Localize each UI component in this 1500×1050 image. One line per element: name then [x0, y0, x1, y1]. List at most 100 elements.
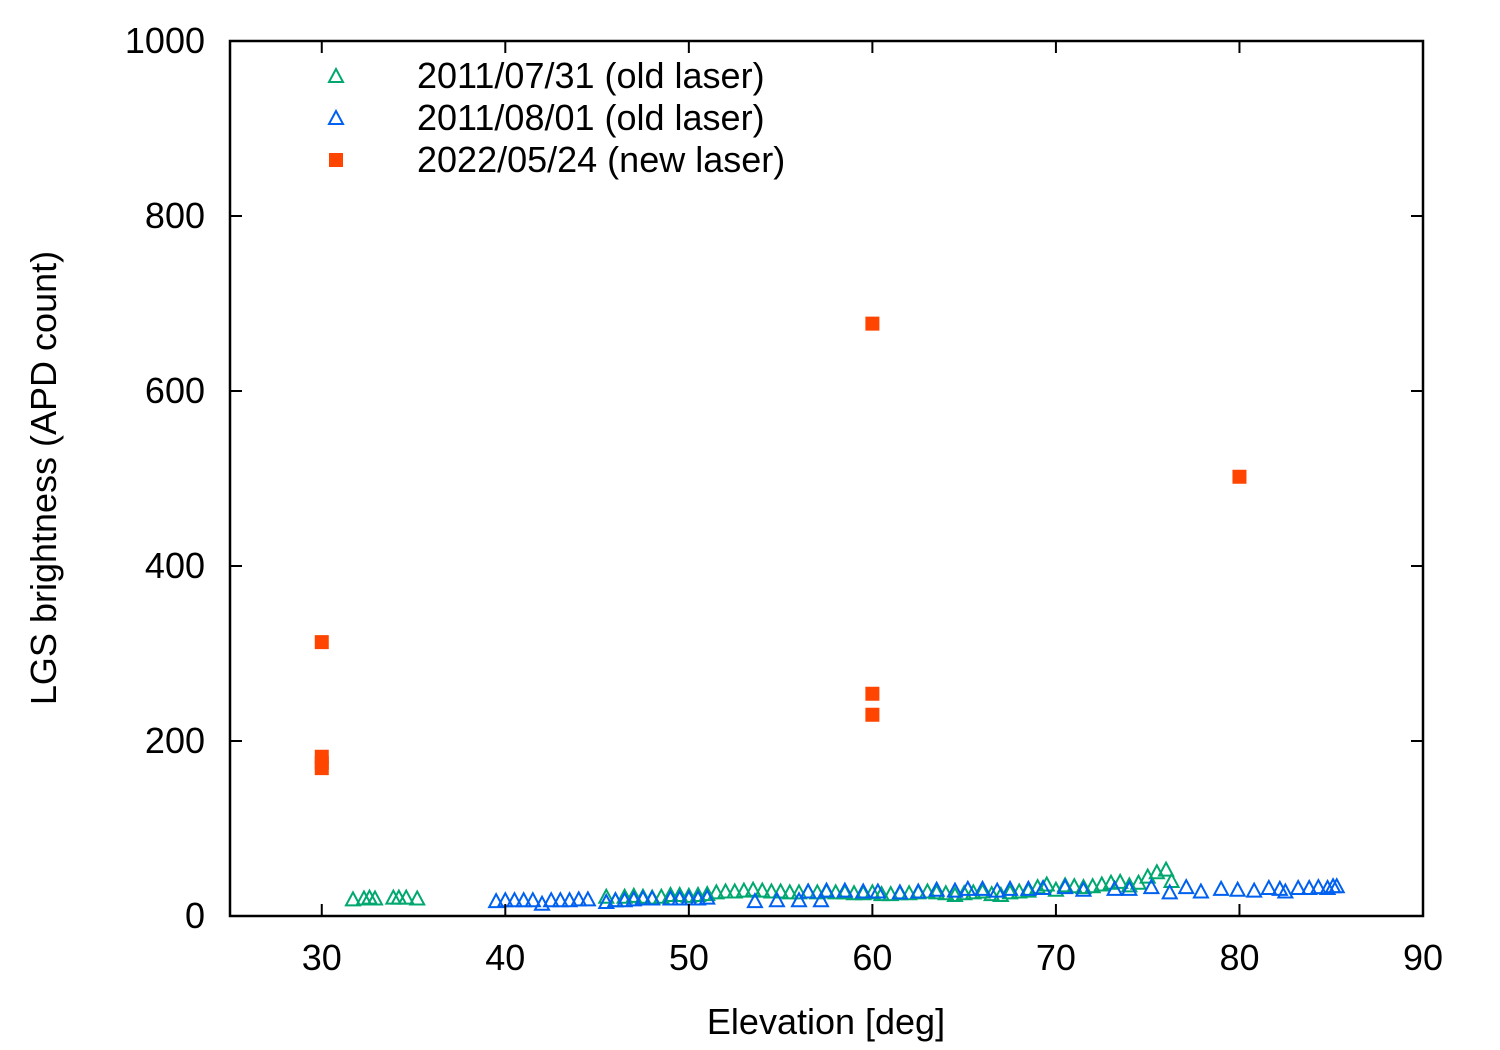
- data-point: [1105, 879, 1124, 896]
- data-point: [597, 887, 615, 904]
- data-point: [542, 891, 560, 908]
- data-point: [570, 890, 588, 907]
- data-point: [670, 885, 689, 902]
- data-point: [1093, 875, 1111, 892]
- data-point: [918, 882, 937, 899]
- data-point: [1289, 878, 1307, 895]
- data-point: [1001, 883, 1019, 900]
- data-point: [744, 880, 762, 897]
- data-point: [872, 885, 891, 902]
- data-point: [836, 881, 854, 898]
- data-point: [891, 883, 909, 900]
- data-point: [746, 892, 764, 909]
- data-point: [869, 882, 887, 899]
- x-tick-label: 90: [1403, 937, 1443, 978]
- data-point: [900, 884, 918, 901]
- data-point: [524, 891, 542, 908]
- data-point: [625, 886, 643, 903]
- data-point: [1245, 881, 1263, 898]
- data-point: [652, 887, 670, 904]
- data-point: [615, 891, 634, 908]
- y-tick-label: 1000: [125, 20, 205, 61]
- legend-entry: 2011/08/01 (old laser): [417, 97, 765, 138]
- data-point: [973, 882, 992, 899]
- data-point: [1019, 879, 1038, 896]
- x-tick-label: 40: [485, 937, 525, 978]
- data-point: [812, 891, 830, 908]
- data-point: [1232, 469, 1247, 484]
- data-point: [1142, 878, 1161, 895]
- legend-marker: [327, 108, 345, 125]
- plot-frame: [228, 39, 1425, 918]
- data-point: [771, 882, 790, 899]
- data-point: [397, 888, 415, 905]
- data-point: [505, 891, 524, 908]
- x-tick-label: 70: [1036, 937, 1076, 978]
- data-point: [817, 881, 836, 898]
- data-point: [946, 881, 964, 898]
- data-point: [1001, 879, 1019, 896]
- series-3: [314, 316, 1247, 776]
- data-point: [716, 882, 735, 899]
- data-point: [827, 883, 845, 900]
- data-point: [625, 890, 643, 907]
- data-point: [1328, 877, 1346, 894]
- data-point: [973, 879, 992, 896]
- data-point: [487, 892, 505, 909]
- data-point: [579, 890, 597, 907]
- y-axis-label: LGS brightness (APD count): [23, 251, 64, 705]
- series-1: [344, 860, 1181, 908]
- y-tick-label: 800: [145, 195, 205, 236]
- data-point: [314, 761, 329, 776]
- data-point: [1276, 882, 1295, 899]
- legend-entry: 2011/07/31 (old laser): [417, 55, 765, 96]
- data-point: [1318, 878, 1337, 895]
- data-point: [1161, 883, 1179, 900]
- data-point: [606, 891, 625, 908]
- data-point: [946, 885, 964, 902]
- x-tick-label: 50: [669, 937, 709, 978]
- data-point: [790, 883, 808, 900]
- data-point: [1056, 878, 1074, 895]
- data-point: [661, 885, 680, 902]
- data-point: [689, 885, 707, 902]
- data-point: [344, 890, 362, 907]
- data-point: [1177, 878, 1195, 895]
- data-point: [988, 881, 1006, 898]
- data-point: [1260, 878, 1278, 895]
- data-point: [1157, 860, 1175, 877]
- data-point: [799, 882, 817, 899]
- data-point: [927, 883, 946, 900]
- data-point: [753, 881, 771, 898]
- data-point: [1228, 880, 1247, 897]
- data-point: [909, 882, 927, 899]
- data-point: [615, 887, 634, 904]
- series-2: [487, 877, 1346, 911]
- data-point: [762, 882, 781, 899]
- data-point: [781, 883, 799, 900]
- x-tick-label: 30: [302, 937, 342, 978]
- plot-marks: [314, 316, 1346, 911]
- data-point: [670, 889, 689, 906]
- data-point: [1065, 877, 1083, 894]
- data-point: [1074, 880, 1093, 897]
- data-point: [790, 891, 808, 908]
- y-tick-label: 0: [185, 895, 205, 936]
- data-point: [1309, 878, 1328, 895]
- y-tick-label: 400: [145, 545, 205, 586]
- data-point: [634, 889, 652, 906]
- data-point: [865, 316, 880, 331]
- data-point: [865, 686, 880, 701]
- legend-marker: [329, 153, 343, 167]
- data-point: [768, 891, 786, 908]
- axis-ticks: 30 40 50 60 70 80 90 0 200 400 600 800 1000: [125, 20, 1443, 978]
- data-point: [643, 889, 661, 906]
- x-axis-label: Elevation [deg]: [707, 1001, 945, 1042]
- data-point: [1034, 878, 1052, 895]
- data-point: [698, 888, 716, 905]
- data-point: [1212, 879, 1230, 896]
- data-point: [560, 891, 579, 908]
- data-point: [689, 889, 707, 906]
- x-tick-label: 60: [852, 937, 892, 978]
- data-point: [408, 889, 426, 906]
